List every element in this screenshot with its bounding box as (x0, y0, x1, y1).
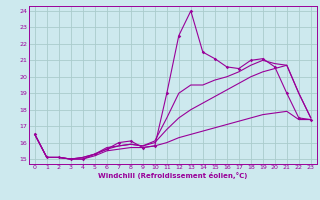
X-axis label: Windchill (Refroidissement éolien,°C): Windchill (Refroidissement éolien,°C) (98, 172, 247, 179)
